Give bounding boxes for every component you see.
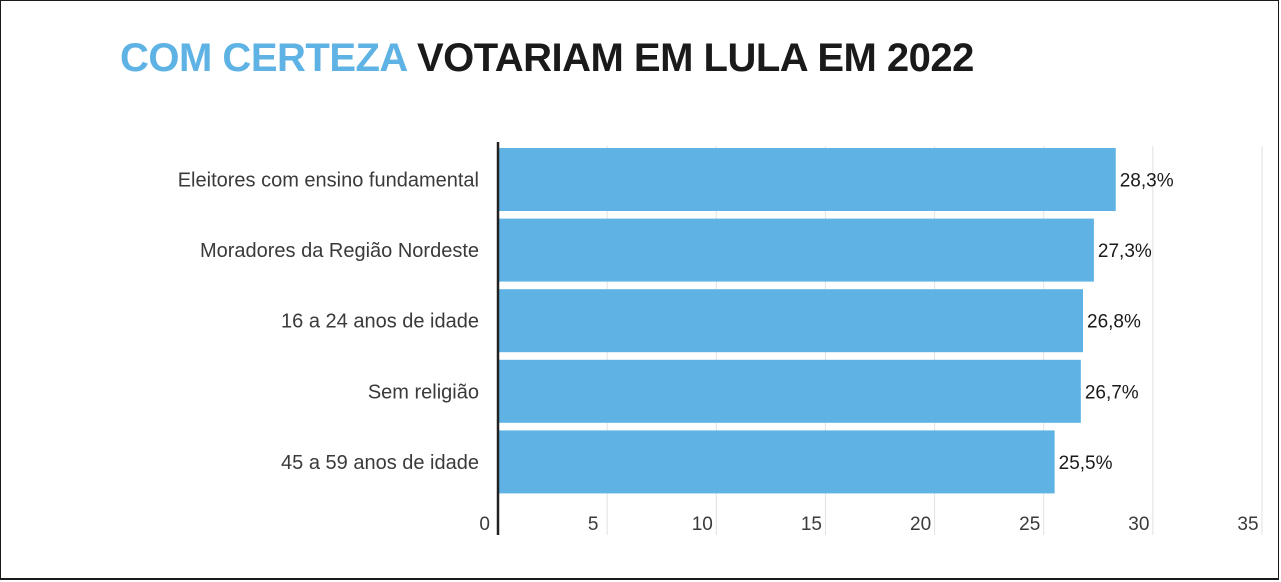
chart-title: COM CERTEZA VOTARIAM EM LULA EM 2022 <box>120 38 974 78</box>
category-label: Eleitores com ensino fundamental <box>178 170 479 192</box>
x-tick-label: 10 <box>692 514 713 535</box>
value-label: 25,5% <box>1059 453 1113 474</box>
value-label: 26,7% <box>1085 382 1139 403</box>
value-label: 27,3% <box>1098 241 1152 262</box>
x-tick-label: 30 <box>1128 514 1149 535</box>
x-tick-label: 5 <box>588 514 599 535</box>
category-label: Moradores da Região Nordeste <box>200 240 479 262</box>
x-tick-label: 35 <box>1237 514 1258 535</box>
bar <box>498 359 1081 423</box>
bar <box>498 218 1094 282</box>
bar <box>498 148 1116 211</box>
bar <box>498 289 1084 353</box>
title-rest: VOTARIAM EM LULA EM 2022 <box>416 36 974 80</box>
x-tick-label: 0 <box>479 514 490 535</box>
value-label: 28,3% <box>1120 171 1174 192</box>
category-label: Sem religião <box>368 381 479 403</box>
x-tick-label: 25 <box>1019 514 1040 535</box>
category-label: 16 a 24 anos de idade <box>281 311 479 333</box>
bar <box>498 430 1055 494</box>
value-label: 26,8% <box>1087 312 1141 333</box>
x-tick-label: 20 <box>910 514 931 535</box>
category-label: 45 a 59 anos de idade <box>281 452 479 474</box>
x-tick-label: 15 <box>801 514 822 535</box>
title-highlight: COM CERTEZA <box>120 36 407 80</box>
